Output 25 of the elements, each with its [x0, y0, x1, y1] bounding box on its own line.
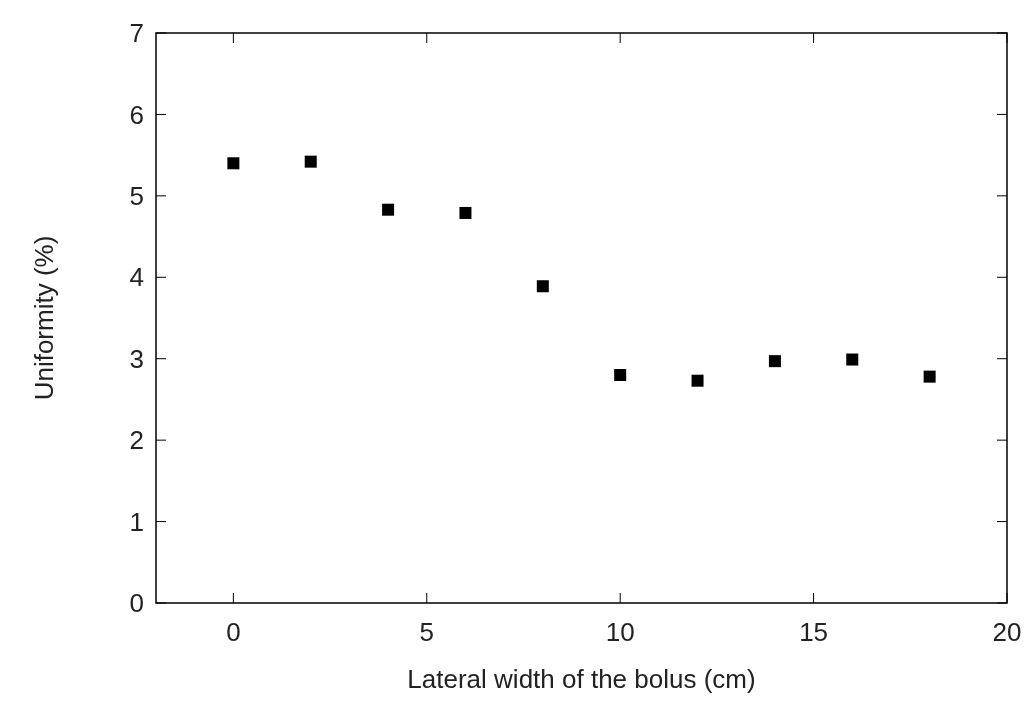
y-tick-label: 4: [129, 262, 144, 293]
y-axis-title: Uniformity (%): [29, 235, 59, 401]
x-tick-label: 20: [992, 617, 1022, 647]
point: [923, 370, 936, 383]
point: [691, 374, 704, 387]
point: [227, 157, 240, 170]
y-tick-label: 3: [129, 343, 144, 374]
y-tick-label: 2: [129, 425, 144, 456]
y-tick-label: 5: [129, 180, 144, 211]
point: [304, 155, 317, 168]
x-axis-title: Lateral width of the bolus (cm): [407, 664, 756, 694]
y-tick-label: 1: [129, 506, 144, 537]
point: [614, 369, 627, 381]
point: [768, 355, 781, 368]
x-tick-label: 10: [605, 617, 635, 647]
x-tick-label: 5: [419, 617, 435, 647]
y-tick-label: 7: [129, 18, 144, 49]
x-tick-label: 0: [226, 617, 241, 647]
point: [846, 353, 859, 366]
x-tick-label: 15: [799, 617, 829, 647]
point: [536, 280, 549, 293]
y-tick-label: 6: [129, 99, 144, 130]
y-tick-label: 0: [129, 588, 144, 619]
point: [459, 206, 472, 219]
point: [382, 203, 395, 216]
